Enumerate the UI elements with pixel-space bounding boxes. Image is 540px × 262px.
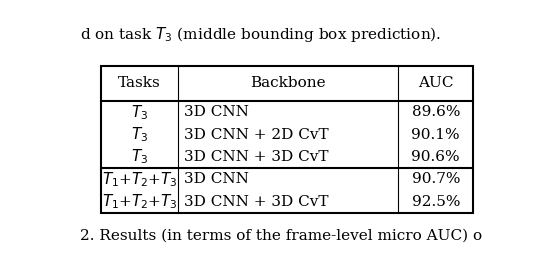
- Text: 3D CNN: 3D CNN: [184, 105, 249, 119]
- Text: Backbone: Backbone: [251, 77, 326, 90]
- Text: $T_1$+$T_2$+$T_3$: $T_1$+$T_2$+$T_3$: [102, 170, 178, 189]
- Text: 3D CNN + 2D CvT: 3D CNN + 2D CvT: [184, 128, 328, 142]
- Text: 90.1%: 90.1%: [411, 128, 460, 142]
- Text: 92.5%: 92.5%: [411, 195, 460, 209]
- Bar: [101, 66, 474, 213]
- Text: $T_1$+$T_2$+$T_3$: $T_1$+$T_2$+$T_3$: [102, 193, 178, 211]
- Text: 3D CNN + 3D CvT: 3D CNN + 3D CvT: [184, 195, 328, 209]
- Text: $T_3$: $T_3$: [131, 103, 148, 122]
- Text: AUC: AUC: [418, 77, 454, 90]
- Text: 3D CNN + 3D CvT: 3D CNN + 3D CvT: [184, 150, 328, 164]
- Text: 2. Results (in terms of the frame-level micro AUC) o: 2. Results (in terms of the frame-level …: [80, 229, 482, 243]
- Text: 90.6%: 90.6%: [411, 150, 460, 164]
- Text: $T_3$: $T_3$: [131, 148, 148, 166]
- Text: $T_3$: $T_3$: [131, 125, 148, 144]
- Text: 90.7%: 90.7%: [411, 172, 460, 187]
- Text: d on task $T_3$ (middle bounding box prediction).: d on task $T_3$ (middle bounding box pre…: [80, 25, 441, 43]
- Text: 3D CNN: 3D CNN: [184, 172, 249, 187]
- Text: 89.6%: 89.6%: [411, 105, 460, 119]
- Text: Tasks: Tasks: [118, 77, 161, 90]
